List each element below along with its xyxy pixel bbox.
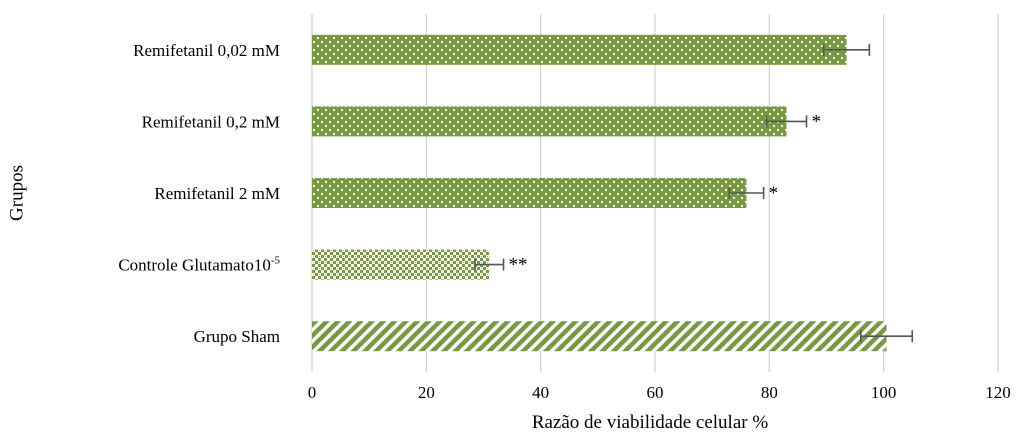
error-bar-1 — [765, 115, 808, 128]
x-tick-label-40: 40 — [532, 383, 549, 402]
x-tick-label-20: 20 — [418, 383, 435, 402]
error-bars — [474, 43, 914, 343]
x-tick-label-100: 100 — [871, 383, 897, 402]
x-tick-label-80: 80 — [761, 383, 778, 402]
y-axis-title: Grupos — [6, 165, 27, 221]
bar-3 — [312, 249, 490, 280]
significance-label-2: * — [769, 183, 779, 204]
category-label-4: Grupo Sham — [194, 327, 280, 346]
x-axis-title: Razão de viabilidade celular % — [532, 412, 769, 433]
bar-1 — [312, 106, 787, 137]
error-bar-2 — [728, 187, 765, 199]
category-label-1: Remifetanil 0,2 mM — [142, 112, 280, 131]
x-tick-label-60: 60 — [647, 383, 664, 402]
labels: 0 20 40 60 80 100 120 Remifetanil 0,02 mM * Remif… — [118, 41, 1010, 402]
bar-0 — [312, 34, 847, 65]
error-bar-4 — [859, 330, 914, 343]
bar-4 — [312, 321, 887, 352]
category-label-2: Remifetanil 2 mM — [154, 184, 280, 203]
bar-2 — [312, 178, 747, 208]
bars — [312, 34, 887, 352]
category-label-3: Controle Glutamato10-5 — [118, 255, 280, 275]
error-bar-3 — [474, 258, 505, 271]
category-label-0: Remifetanil 0,02 mM — [133, 41, 280, 60]
x-tick-label-120: 120 — [985, 383, 1011, 402]
significance-label-1: * — [811, 111, 821, 132]
x-tick-label-0: 0 — [308, 383, 317, 402]
error-bar-0 — [822, 43, 871, 56]
significance-label-3: ** — [509, 255, 528, 276]
